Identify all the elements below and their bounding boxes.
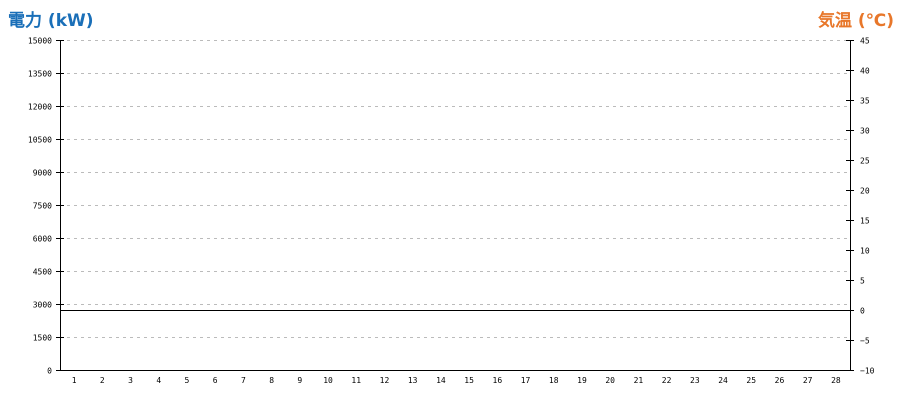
left-tick-label: 15000 [28,37,52,46]
left-tick-label: 1500 [33,334,52,343]
x-tick-label: 11 [351,376,361,385]
left-tick-label: 7500 [33,202,52,211]
x-tick-label: 24 [718,376,728,385]
x-tick-label: 22 [662,376,672,385]
left-tick-label: 13500 [28,70,52,79]
x-tick-label: 19 [577,376,587,385]
x-tick-label: 13 [408,376,418,385]
x-tick-label: 21 [634,376,644,385]
right-tick-label: 30 [860,127,870,136]
left-tick-label: 10500 [28,136,52,145]
x-tick-label: 2 [100,376,105,385]
right-tick-label: 40 [860,67,870,76]
x-tick-label: 18 [549,376,559,385]
x-tick-label: 16 [493,376,503,385]
left-axis-title: 電力 (kW) [8,11,94,31]
x-tick-label: 3 [128,376,133,385]
x-tick-label: 7 [241,376,246,385]
x-tick-label: 10 [323,376,333,385]
x-tick-label: 27 [803,376,813,385]
x-tick-label: 4 [156,376,161,385]
right-axis-title: 気温 (℃) [817,11,894,31]
x-tick-label: 28 [831,376,841,385]
x-tick-label: 8 [269,376,274,385]
right-tick-label: 5 [860,277,865,286]
x-tick-label: 23 [690,376,700,385]
right-tick-label: −5 [860,337,870,346]
x-tick-label: 15 [464,376,474,385]
right-tick-label: −10 [860,367,875,376]
left-tick-label: 3000 [33,301,52,310]
x-tick-label: 17 [521,376,531,385]
x-tick-label: 9 [297,376,302,385]
x-tick-label: 5 [185,376,190,385]
right-tick-label: 35 [860,97,870,106]
left-tick-label: 4500 [33,268,52,277]
right-tick-label: 20 [860,187,870,196]
x-tick-label: 25 [746,376,756,385]
left-tick-label: 9000 [33,169,52,178]
right-tick-label: 25 [860,157,870,166]
left-tick-label: 0 [47,367,52,376]
x-tick-label: 6 [213,376,218,385]
x-tick-label: 12 [380,376,390,385]
x-tick-label: 26 [775,376,785,385]
right-tick-label: 0 [860,307,865,316]
x-tick-label: 1 [72,376,77,385]
x-tick-label: 20 [605,376,615,385]
right-tick-label: 15 [860,217,870,226]
left-tick-label: 12000 [28,103,52,112]
right-tick-label: 10 [860,247,870,256]
right-tick-label: 45 [860,37,870,46]
x-tick-label: 14 [436,376,446,385]
left-tick-label: 6000 [33,235,52,244]
